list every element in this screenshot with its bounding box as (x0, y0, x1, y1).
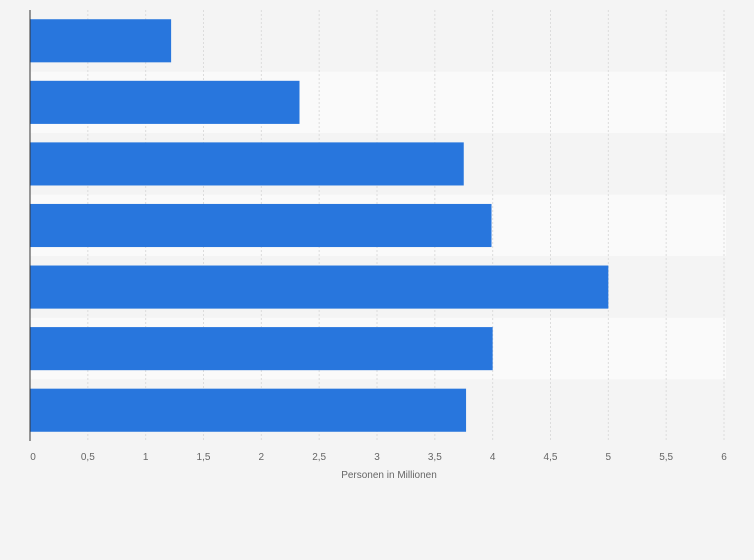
bars (30, 19, 609, 432)
x-axis-title: Personen in Millionen (341, 470, 437, 481)
x-axis-ticks: 0 0,5 1 1,5 2 2,5 3 3,5 4 4,5 5 5,5 6 (30, 452, 727, 463)
bar (30, 265, 609, 309)
bar (30, 203, 492, 248)
x-tick-label: 1 (143, 452, 149, 463)
x-tick-label: 0 (30, 452, 36, 463)
x-tick-label: 5 (606, 452, 612, 463)
x-tick-label: 1,5 (197, 452, 211, 463)
bar (30, 80, 300, 124)
x-tick-label: 4 (490, 452, 496, 463)
x-tick-label: 2,5 (312, 452, 326, 463)
bar (30, 142, 464, 186)
x-tick-label: 4,5 (544, 452, 558, 463)
x-tick-label: 6 (721, 452, 727, 463)
x-tick-label: 3 (374, 452, 380, 463)
x-tick-label: 2 (259, 452, 265, 463)
bar (30, 19, 172, 63)
bar (30, 327, 493, 371)
x-tick-label: 0,5 (81, 452, 95, 463)
x-tick-label: 3,5 (428, 452, 442, 463)
x-tick-label: 5,5 (659, 452, 673, 463)
bar (30, 388, 467, 432)
